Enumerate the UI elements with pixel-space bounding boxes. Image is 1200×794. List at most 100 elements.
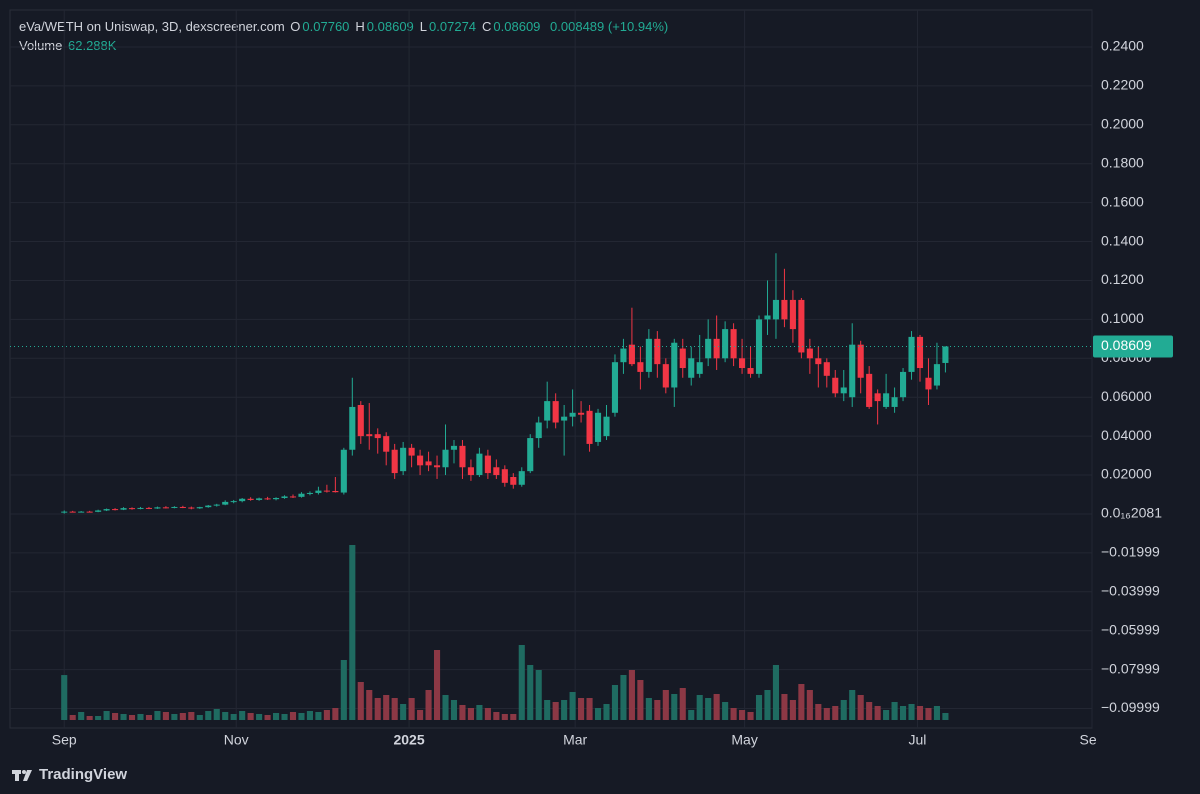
x-tick-label: 2025: [393, 732, 424, 748]
volume-bar: [145, 715, 153, 720]
candle-body: [552, 401, 559, 423]
ohlc-key: O: [290, 19, 301, 34]
volume-bar: [315, 712, 322, 720]
candle-body: [95, 510, 102, 512]
volume-bar: [501, 714, 508, 720]
candle-body: [145, 507, 153, 509]
volume-bar: [391, 698, 398, 720]
candle-body: [417, 455, 424, 466]
candle-body: [535, 422, 542, 439]
volume-bar: [442, 695, 449, 720]
candle-body: [908, 336, 915, 372]
candle-body: [857, 344, 864, 378]
volume-bar: [256, 714, 263, 720]
volume-bar: [772, 665, 780, 720]
candle-body: [366, 434, 373, 437]
volume-label: Volume: [19, 38, 63, 53]
candle-body: [866, 373, 873, 407]
candle-body: [637, 362, 644, 372]
volume-bar: [433, 650, 441, 720]
volume-bar: [578, 698, 585, 720]
candle-body: [281, 496, 288, 499]
candle-body: [594, 412, 602, 442]
candle-body: [103, 509, 110, 511]
volume-bar: [171, 714, 178, 720]
ohlc-value: 0.08609: [366, 19, 414, 34]
y-tick-label: 0.04000: [1101, 427, 1152, 443]
candle-body: [205, 505, 212, 508]
volume-bar: [755, 695, 763, 720]
candle-body: [823, 362, 830, 376]
volume-bar: [230, 714, 237, 720]
volume-bar: [103, 711, 110, 720]
candle-body: [332, 491, 339, 493]
candle-body: [476, 453, 483, 476]
y-tick-label: 0.1600: [1101, 193, 1144, 209]
y-tick-label: 0.1800: [1101, 154, 1144, 170]
x-tick-label: Jul: [909, 732, 927, 748]
volume-bar: [425, 690, 432, 720]
candle-body: [925, 377, 932, 390]
candle-body: [400, 447, 407, 472]
y-tick-label: −0.07999: [1101, 660, 1160, 676]
volume-bar: [620, 675, 627, 720]
candle-body: [298, 493, 305, 497]
volume-bar: [798, 684, 805, 720]
volume-bar: [739, 710, 746, 720]
y-tick-label: 0.2200: [1101, 77, 1144, 93]
brand-name: TradingView: [39, 766, 128, 783]
last-price-tag: [1093, 335, 1173, 358]
volume-bar: [128, 715, 136, 720]
candle-body: [78, 511, 85, 513]
volume-bar: [628, 670, 635, 720]
volume-bar: [484, 708, 491, 720]
candle-body: [772, 299, 780, 320]
candle-body: [128, 508, 136, 510]
candle-body: [484, 455, 491, 474]
volume-bar: [552, 702, 559, 720]
brand: TradingView: [12, 766, 127, 783]
candle-body: [433, 465, 441, 468]
volume-bar: [510, 714, 517, 720]
candle-body: [357, 404, 364, 437]
volume-bar: [527, 665, 534, 720]
volume-bar: [645, 698, 652, 720]
ohlc-key: C: [482, 19, 492, 34]
volume-bar: [891, 702, 898, 720]
volume-bar: [832, 706, 839, 720]
candle-body: [349, 406, 356, 450]
volume-bar: [747, 712, 754, 720]
volume-bar: [383, 695, 390, 720]
candle-body: [315, 490, 322, 493]
candle-body: [722, 329, 729, 359]
candle-body: [179, 506, 186, 508]
volume-bar: [925, 708, 932, 720]
volume-bar: [112, 713, 119, 720]
y-tick-label: −0.09999: [1101, 699, 1160, 715]
volume-bar: [137, 714, 144, 720]
legend-line: eVa/WETH on Uniswap, 3D, dexscreener.com…: [19, 19, 674, 34]
volume-bar: [247, 713, 254, 720]
volume-bar: [366, 690, 373, 720]
volume-bar: [476, 705, 483, 720]
volume-bar: [213, 709, 220, 720]
candle-body: [137, 507, 144, 509]
x-tick-label: May: [731, 732, 757, 748]
chart: 0.2400 0.2200 0.2000 0.1800 0.1600 0.1400 0.12…: [9, 9, 1173, 748]
candle-body: [323, 490, 330, 492]
volume-bar: [162, 712, 169, 720]
volume-bar: [815, 704, 822, 720]
candle-body: [112, 509, 119, 511]
candle-body: [688, 358, 695, 378]
candle-body: [196, 507, 203, 509]
candle-body: [628, 344, 635, 365]
volume-bar: [69, 715, 76, 720]
candle-body: [213, 504, 220, 506]
candle-body: [739, 358, 746, 369]
volume-bar: [713, 694, 720, 720]
candle-body: [289, 496, 297, 498]
candle-body: [222, 501, 229, 505]
volume-bar: [688, 710, 695, 720]
ohlc-value: 0.08609: [493, 19, 541, 34]
